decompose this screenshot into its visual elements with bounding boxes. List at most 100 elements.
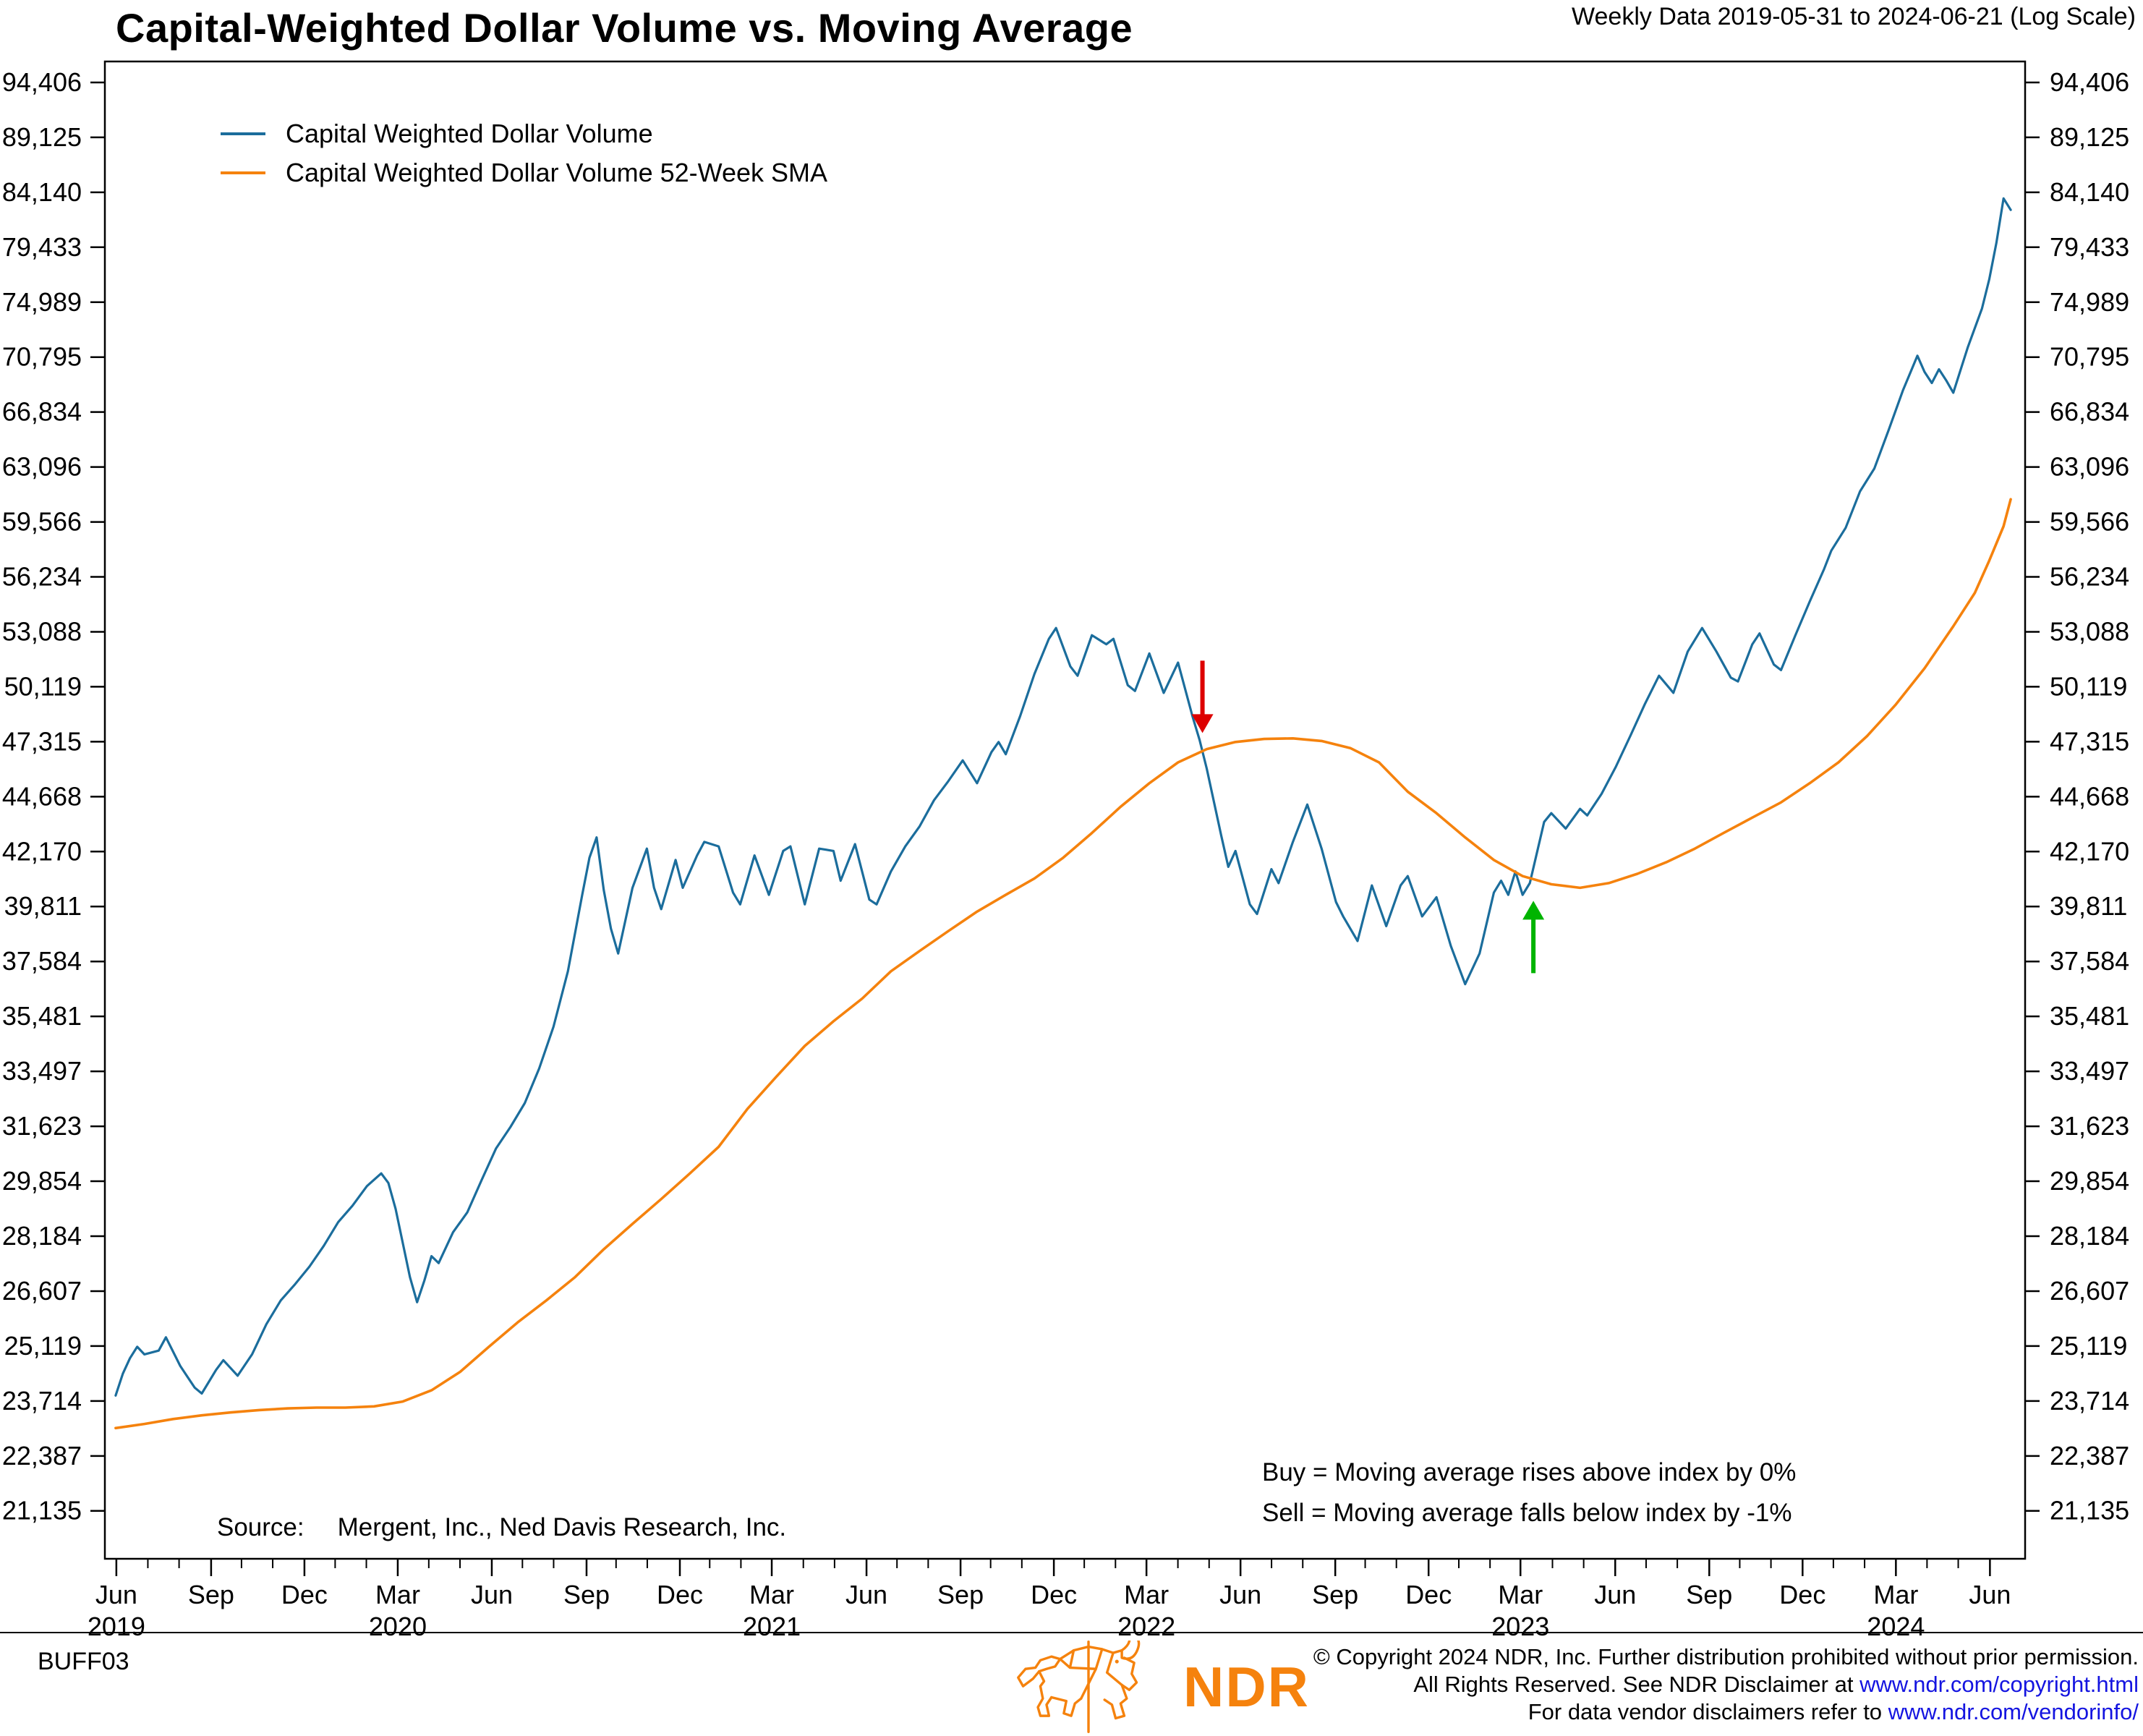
legend-label: Capital Weighted Dollar Volume 52-Week S…	[286, 158, 828, 187]
y-axis-label-right: 53,088	[2050, 616, 2129, 646]
buy-rule-text: Buy = Moving average rises above index b…	[1262, 1458, 1797, 1486]
legend: Capital Weighted Dollar Volume Capital W…	[221, 114, 827, 192]
page-title: Capital-Weighted Dollar Volume vs. Movin…	[116, 5, 1133, 51]
legend-item-sma: Capital Weighted Dollar Volume 52-Week S…	[221, 153, 827, 192]
sma-line-swatch	[221, 171, 265, 174]
y-axis-label-right: 26,607	[2050, 1276, 2129, 1306]
y-axis-label-right: 33,497	[2050, 1056, 2129, 1086]
y-axis-label-right: 74,989	[2050, 287, 2129, 317]
x-axis-month-label: Jun	[95, 1580, 137, 1609]
signal-rules: Buy = Moving average rises above index b…	[1262, 1452, 1796, 1533]
y-axis-label-left: 44,668	[2, 781, 82, 811]
y-axis-label-left: 70,795	[2, 342, 82, 372]
plot-frame	[103, 60, 2027, 1560]
y-axis-label-right: 44,668	[2050, 781, 2129, 811]
y-axis-label-left: 59,566	[2, 507, 82, 537]
y-axis-label-right: 94,406	[2050, 67, 2129, 97]
x-axis-month-label: Mar	[749, 1580, 794, 1609]
volume-line-swatch	[221, 132, 265, 135]
y-axis-label-left: 50,119	[4, 671, 82, 701]
y-axis-label-right: 31,623	[2050, 1111, 2129, 1141]
footer-divider	[0, 1632, 2143, 1633]
source-text: Mergent, Inc., Ned Davis Research, Inc.	[337, 1513, 787, 1541]
y-axis-label-left: 35,481	[2, 1001, 82, 1031]
copyright-line3: For data vendor disclaimers refer to www…	[1528, 1699, 2139, 1724]
buy-signal-arrowhead	[1522, 901, 1545, 920]
y-axis-label-left: 28,184	[2, 1221, 82, 1251]
y-axis-label-left: 74,989	[2, 287, 82, 317]
x-axis-month-label: Dec	[1779, 1580, 1825, 1609]
ndr-logo-text: NDR	[1183, 1654, 1310, 1719]
x-axis-month-label: Jun	[1594, 1580, 1636, 1609]
y-axis-label-right: 21,135	[2050, 1496, 2129, 1526]
source-label: Source:	[217, 1513, 304, 1541]
x-axis-month-label: Mar	[375, 1580, 420, 1609]
copyright-link[interactable]: www.ndr.com/copyright.html	[1859, 1672, 2139, 1697]
y-axis-label-right: 37,584	[2050, 946, 2129, 976]
y-axis-label-right: 28,184	[2050, 1221, 2129, 1251]
y-axis-label-right: 39,811	[2050, 891, 2127, 921]
x-axis-month-label: Dec	[281, 1580, 328, 1609]
y-axis-label-left: 66,834	[2, 397, 82, 427]
y-axis-label-left: 89,125	[2, 122, 82, 152]
y-axis-label-left: 42,170	[2, 836, 82, 866]
x-axis-month-label: Jun	[845, 1580, 887, 1609]
volume-series-line	[114, 197, 2012, 1397]
legend-item-volume: Capital Weighted Dollar Volume	[221, 114, 827, 153]
copyright-line2: All Rights Reserved. See NDR Disclaimer …	[1413, 1672, 2139, 1697]
y-axis-label-left: 29,854	[2, 1166, 82, 1196]
y-axis-label-right: 59,566	[2050, 507, 2129, 537]
source-note: Source: Mergent, Inc., Ned Davis Research…	[217, 1513, 786, 1542]
y-axis-label-left: 94,406	[2, 67, 82, 97]
sma-series-line	[114, 498, 2012, 1430]
y-axis-label-right: 63,096	[2050, 452, 2129, 482]
x-axis-month-label: Sep	[937, 1580, 984, 1609]
y-axis-label-left: 31,623	[2, 1111, 82, 1141]
y-axis-label-right: 25,119	[2050, 1331, 2127, 1361]
x-axis-month-label: Sep	[563, 1580, 610, 1609]
y-axis-label-left: 37,584	[2, 946, 82, 976]
y-axis-label-right: 89,125	[2050, 122, 2129, 152]
y-axis-label-right: 47,315	[2050, 726, 2129, 756]
sell-signal-arrowhead	[1191, 714, 1214, 733]
y-axis-label-right: 42,170	[2050, 836, 2129, 866]
y-axis-label-right: 56,234	[2050, 562, 2129, 592]
y-axis-label-right: 66,834	[2050, 397, 2129, 427]
x-axis-year-label: 2021	[743, 1612, 801, 1641]
y-axis-label-left: 39,811	[4, 891, 82, 921]
x-axis-month-label: Sep	[188, 1580, 234, 1609]
y-axis-label-left: 79,433	[2, 232, 82, 262]
x-axis-month-label: Sep	[1686, 1580, 1732, 1609]
y-axis-label-left: 23,714	[2, 1386, 82, 1416]
y-axis-label-left: 21,135	[2, 1496, 82, 1526]
x-axis-month-label: Jun	[1219, 1580, 1261, 1609]
y-axis-label-right: 35,481	[2050, 1001, 2129, 1031]
date-range-note: Weekly Data 2019-05-31 to 2024-06-21 (Lo…	[1572, 3, 2136, 30]
y-axis-label-left: 25,119	[4, 1331, 82, 1361]
y-axis-label-right: 22,387	[2050, 1441, 2129, 1471]
x-axis-month-label: Mar	[1498, 1580, 1543, 1609]
copyright-line1: © Copyright 2024 NDR, Inc. Further distr…	[1313, 1644, 2139, 1669]
x-axis-year-label: 2022	[1117, 1612, 1175, 1641]
y-axis-label-right: 79,433	[2050, 232, 2129, 262]
ndr-bear-bull-icon	[1017, 1641, 1141, 1733]
vendorinfo-link[interactable]: www.ndr.com/vendorinfo/	[1888, 1699, 2139, 1724]
y-axis-label-left: 22,387	[2, 1441, 82, 1471]
y-axis-label-left: 47,315	[2, 726, 82, 756]
chart-id: BUFF03	[38, 1648, 129, 1675]
y-axis-label-left: 33,497	[2, 1056, 82, 1086]
copyright-block: © Copyright 2024 NDR, Inc. Further distr…	[1313, 1643, 2139, 1726]
y-axis-label-right: 84,140	[2050, 177, 2129, 207]
y-axis-label-right: 23,714	[2050, 1386, 2129, 1416]
y-axis-label-left: 63,096	[2, 452, 82, 482]
y-axis-label-right: 70,795	[2050, 342, 2129, 372]
x-axis-month-label: Mar	[1873, 1580, 1918, 1609]
x-axis-year-label: 2023	[1491, 1612, 1549, 1641]
x-axis-year-label: 2020	[369, 1612, 427, 1641]
x-axis-month-label: Dec	[1031, 1580, 1077, 1609]
x-axis-year-label: 2024	[1867, 1612, 1925, 1641]
sell-rule-text: Sell = Moving average falls below index …	[1262, 1499, 1792, 1527]
x-axis-month-label: Dec	[1405, 1580, 1452, 1609]
